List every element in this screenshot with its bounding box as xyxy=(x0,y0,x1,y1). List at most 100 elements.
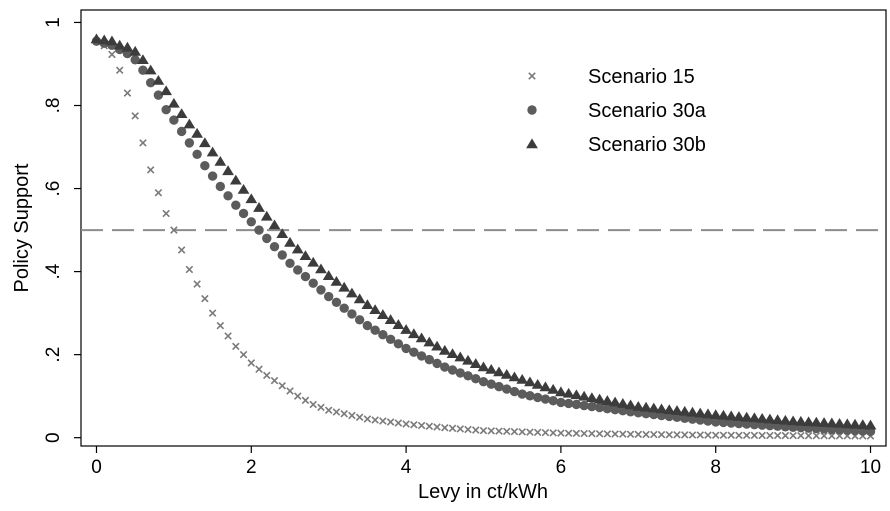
data-point xyxy=(463,371,473,381)
data-point xyxy=(594,402,605,413)
data-point xyxy=(818,417,830,427)
data-point xyxy=(571,399,582,410)
x-tick-label: 10 xyxy=(860,457,881,478)
data-point xyxy=(539,381,552,392)
data-point xyxy=(588,429,596,438)
data-point xyxy=(688,431,697,439)
data-point xyxy=(139,139,147,147)
data-point xyxy=(324,406,333,415)
data-point xyxy=(502,384,512,394)
legend-label: Scenario 30b xyxy=(588,134,706,156)
data-point xyxy=(663,404,676,415)
data-point xyxy=(369,304,382,315)
data-point xyxy=(532,392,543,403)
data-point xyxy=(580,429,588,438)
data-point xyxy=(176,126,187,137)
data-point xyxy=(750,431,759,440)
data-point xyxy=(509,386,520,397)
data-point xyxy=(299,250,312,261)
data-point xyxy=(464,425,472,434)
data-point xyxy=(555,386,567,397)
data-point xyxy=(557,429,565,437)
data-point xyxy=(773,431,782,440)
data-point xyxy=(441,423,449,432)
data-point xyxy=(401,343,411,354)
y-tick-label: 1 xyxy=(43,17,64,28)
data-point xyxy=(650,430,658,439)
data-point xyxy=(711,431,720,439)
data-point xyxy=(841,418,854,429)
data-point xyxy=(338,281,351,292)
data-point xyxy=(239,350,248,359)
data-point xyxy=(657,430,666,439)
data-point xyxy=(548,396,558,406)
data-point xyxy=(278,382,287,390)
data-point xyxy=(291,243,304,254)
legend: Scenario 15 Scenario 30a Scenario 30b xyxy=(526,66,707,156)
data-point xyxy=(802,416,815,427)
data-point xyxy=(779,414,792,425)
data-point xyxy=(146,166,155,174)
data-point xyxy=(526,428,534,436)
data-point xyxy=(285,258,295,268)
data-point xyxy=(438,344,451,355)
data-point xyxy=(611,430,619,438)
x-tick-label: 8 xyxy=(710,457,721,478)
data-point xyxy=(307,256,320,267)
data-point xyxy=(487,427,496,435)
data-point xyxy=(849,418,861,429)
data-point xyxy=(286,387,294,395)
data-point xyxy=(664,411,674,422)
data-point xyxy=(595,429,604,438)
data-point xyxy=(655,403,668,414)
data-point xyxy=(223,191,233,201)
data-point xyxy=(175,108,188,119)
x-tick-label: 0 xyxy=(91,457,102,478)
data-point xyxy=(246,217,256,227)
data-point xyxy=(562,387,575,398)
data-point xyxy=(446,348,459,359)
data-point xyxy=(293,265,303,275)
x-axis-title: Levy in ct/kWh xyxy=(418,481,548,503)
data-point xyxy=(448,424,457,433)
data-point xyxy=(516,373,529,384)
data-point xyxy=(293,392,302,400)
data-point xyxy=(471,374,481,384)
data-point xyxy=(416,351,427,361)
series-scenario-15 xyxy=(92,37,875,440)
data-point xyxy=(415,332,428,343)
data-point xyxy=(508,371,521,382)
data-point xyxy=(634,430,643,439)
data-point xyxy=(247,359,256,367)
legend-marker-circle xyxy=(527,105,537,115)
data-point xyxy=(431,340,443,351)
data-point xyxy=(170,226,178,234)
data-point xyxy=(758,431,766,440)
data-point xyxy=(810,416,823,427)
data-point xyxy=(856,419,869,430)
data-point xyxy=(797,431,805,440)
data-point xyxy=(131,112,139,120)
data-point xyxy=(733,411,745,421)
data-point xyxy=(702,408,714,419)
data-point xyxy=(478,376,489,387)
data-point xyxy=(564,429,573,438)
data-point xyxy=(719,431,728,440)
data-point xyxy=(198,137,211,148)
y-tick-label: .8 xyxy=(43,98,64,114)
data-point xyxy=(317,403,325,412)
data-point xyxy=(145,77,156,88)
data-point xyxy=(647,402,660,413)
data-point xyxy=(764,413,776,424)
data-point xyxy=(402,420,410,428)
data-point xyxy=(323,291,334,302)
data-point xyxy=(587,401,597,412)
data-point xyxy=(393,339,404,349)
data-point xyxy=(742,431,751,440)
data-point xyxy=(232,342,240,351)
data-point xyxy=(361,299,374,310)
data-point xyxy=(144,64,157,75)
data-point xyxy=(771,414,784,425)
x-tick-label: 2 xyxy=(246,457,257,478)
